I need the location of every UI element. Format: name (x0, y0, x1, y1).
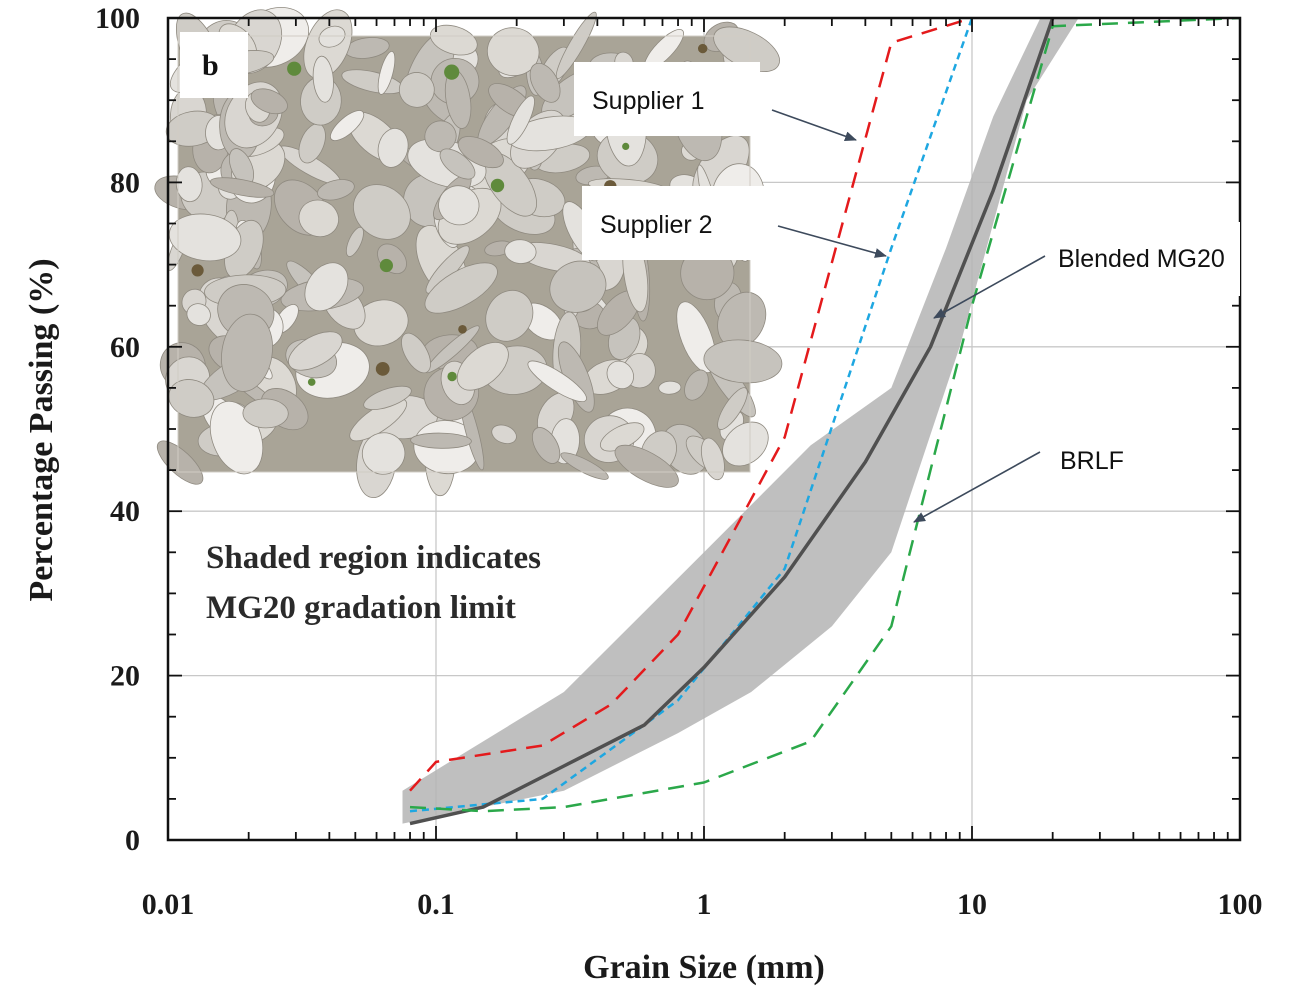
callout-box-supplier-2 (582, 186, 768, 260)
photo-stone (361, 432, 406, 475)
x-tick-label: 100 (1218, 888, 1263, 921)
photo-stone (457, 136, 504, 169)
photo-speck (379, 258, 393, 273)
photo-stone (209, 177, 275, 198)
photo-stone (318, 25, 346, 48)
axis-ticks (167, 17, 1240, 841)
callout-label-supplier-2: Supplier 2 (600, 211, 713, 239)
photo-stone (506, 95, 535, 145)
photo-speck (287, 61, 302, 76)
photo-stone (439, 148, 476, 180)
callout-label-blended-mg20: Blended MG20 (1058, 245, 1225, 273)
photo-stone (401, 332, 431, 374)
photo-stone (168, 379, 215, 418)
y-tick-labels: 0 20 40 60 80 100 (95, 2, 140, 857)
y-tick-label: 60 (110, 331, 140, 364)
photo-stone (531, 427, 561, 464)
photo-stone (363, 385, 412, 411)
panel-letter: b (202, 49, 219, 82)
panel-letter-box (180, 32, 248, 98)
photo-stone (549, 260, 607, 313)
y-tick-label: 100 (95, 2, 140, 35)
photo-stone (345, 226, 364, 257)
photo-stone (486, 27, 540, 77)
x-tick-labels: 0.01 0.1 1 10 100 (142, 888, 1263, 921)
photo-stone (606, 360, 634, 390)
x-tick-label: 1 (697, 888, 712, 921)
photo-stone (717, 387, 748, 430)
photo-stone (377, 128, 409, 168)
y-tick-label: 40 (110, 495, 140, 528)
photo-stone (438, 185, 480, 226)
series-line-blended-mg20 (409, 18, 1055, 826)
annotation-line-1: Shaded region indicates (206, 540, 541, 576)
photo-speck (307, 378, 316, 386)
photo-stone (485, 289, 534, 342)
callout-box-brlf (1044, 426, 1140, 492)
photo-stone (410, 432, 472, 449)
photo-stone (288, 331, 343, 371)
photo-speck (447, 371, 457, 382)
photo-speck (191, 264, 204, 277)
callout-arrow-supplier-2 (777, 225, 887, 258)
y-axis-title: Percentage Passing (%) (23, 258, 60, 601)
callout-arrow-brlf (913, 451, 1041, 523)
photo-stone (658, 380, 682, 395)
photo-stone (429, 24, 478, 56)
callout-box-blended (1040, 222, 1240, 296)
photo-stone (304, 262, 349, 312)
photo-stone (317, 179, 355, 201)
photo-stone (722, 421, 769, 467)
photo-speck (698, 43, 708, 54)
photo-stone (298, 199, 340, 238)
photo-stone (377, 50, 396, 95)
photo-stone (398, 72, 435, 108)
photo-speck (375, 362, 390, 376)
photo-stone (529, 62, 561, 103)
photo-stone (504, 239, 537, 264)
x-axis-title: Grain Size (mm) (583, 949, 825, 986)
photo-stone (312, 55, 334, 103)
annotation-line-2: MG20 gradation limit (206, 590, 516, 626)
x-tick-label: 0.1 (417, 888, 455, 921)
photo-stone (456, 342, 509, 391)
photo-stone (186, 303, 211, 326)
callout-arrow-blended-mg20 (933, 255, 1046, 319)
y-tick-label: 20 (110, 660, 140, 693)
photo-stone (353, 299, 409, 347)
photo-stone (353, 184, 411, 240)
y-tick-label: 80 (110, 166, 140, 199)
photo-stone (614, 444, 679, 488)
callout-arrow-supplier-1 (771, 109, 857, 142)
x-tick-label: 0.01 (142, 888, 195, 921)
photo-stone (684, 369, 709, 401)
photo-stone (349, 398, 408, 442)
photo-stone (168, 213, 242, 262)
callout-box-supplier-1 (574, 62, 760, 136)
photo-stone (242, 398, 289, 429)
photo-stone (330, 110, 365, 142)
callout-label-supplier-1: Supplier 1 (592, 87, 705, 115)
photo-stone (221, 313, 273, 392)
series-line-supplier-1 (409, 18, 973, 792)
photo-stone (424, 262, 498, 314)
photo-stone (250, 88, 288, 115)
mg20-gradation-band (402, 18, 1079, 824)
x-tick-label: 10 (957, 888, 987, 921)
photo-stone (491, 424, 517, 445)
callouts: Supplier 1 Supplier 2 Blended MG20 BRLF (574, 62, 1240, 523)
y-tick-label: 0 (125, 824, 140, 857)
photo-speck (490, 178, 505, 193)
callout-label-brlf: BRLF (1060, 447, 1124, 475)
series-layer (409, 18, 1240, 826)
photo-speck (444, 64, 460, 80)
photo-stone (700, 437, 725, 481)
photo-stone (527, 360, 587, 402)
series-line-brlf (409, 18, 1240, 813)
photo-speck (622, 142, 630, 150)
photo-stone (175, 166, 203, 203)
photo-stone (703, 339, 783, 384)
photo-speck (458, 325, 467, 334)
